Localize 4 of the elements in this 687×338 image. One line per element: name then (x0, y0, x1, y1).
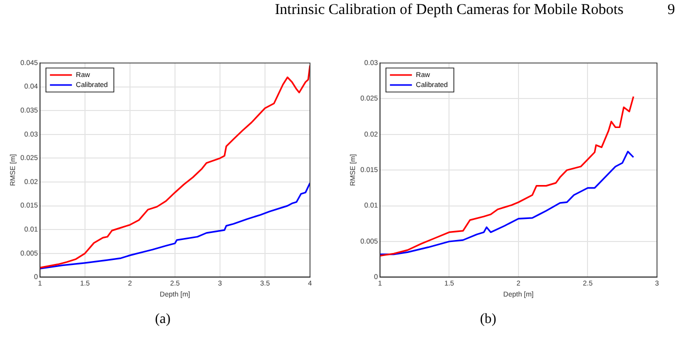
text: (a) (155, 312, 171, 328)
text: Intrinsic Calibration of Depth Cameras for Mobile Robots (274, 2, 624, 19)
text: (b) (480, 312, 496, 328)
text: 9 (668, 2, 675, 19)
